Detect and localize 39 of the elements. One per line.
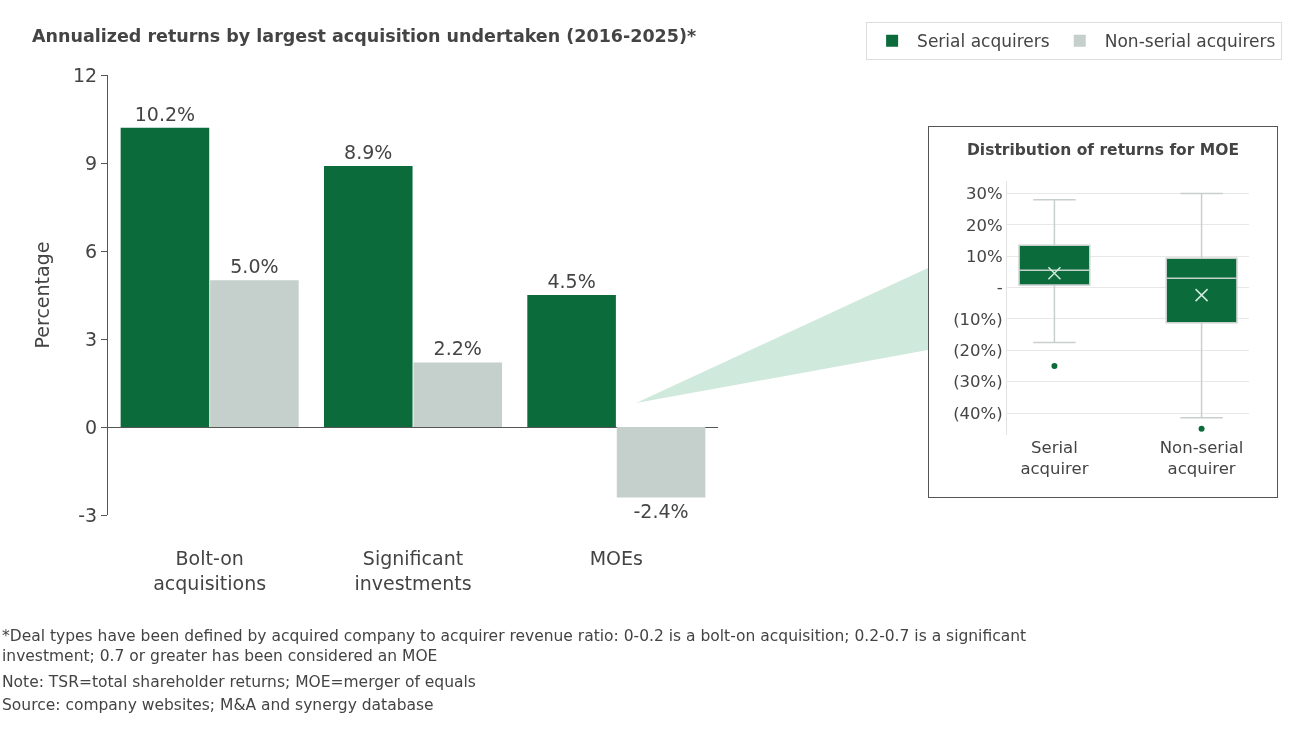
y-tick-label: 30% (966, 184, 1003, 204)
data-label: 5.0% (230, 255, 279, 278)
x-tick-label: Bolt-on acquisitions (153, 547, 267, 594)
data-label: 10.2% (134, 102, 196, 125)
bar (616, 427, 706, 498)
y-tick-label: (10%) (953, 309, 1003, 329)
bar (120, 127, 210, 427)
y-tick-label: 0 (85, 415, 98, 438)
y-tick-label: 20% (966, 215, 1003, 235)
bar (210, 280, 299, 427)
chart-title: Annualized returns by largest acquisition undertaken (2016-2025)* (32, 25, 697, 46)
x-tick-label: Serial acquirer (1020, 437, 1089, 478)
y-axis-title: Percentage (30, 241, 53, 349)
data-label: -2.4% (633, 500, 689, 523)
source-note: Source: company websites; M&A and synergy database (2, 696, 434, 714)
y-tick-label: 3 (85, 327, 98, 350)
y-tick-label: 12 (73, 63, 98, 86)
data-label: 8.9% (344, 140, 393, 163)
data-label: 4.5% (547, 270, 596, 292)
x-tick-label: Non-serial acquirer (1159, 437, 1244, 478)
y-tick-label: - (996, 278, 1003, 298)
y-tick-label: (40%) (953, 403, 1003, 423)
data-label: 2.2% (433, 337, 482, 360)
y-tick-label: 10% (966, 247, 1003, 267)
y-tick-label: (30%) (953, 372, 1003, 392)
text: Note: TSR=total shareholder returns; MOE=merger of equals (2, 673, 476, 691)
legend-label: Non-serial acquirers (1104, 31, 1276, 52)
bar (527, 295, 616, 427)
y-tick-label: (20%) (953, 341, 1003, 361)
text: *Deal types have been defined by acquired company to acquirer revenue ratio: 0-0.2 is a bolt-on acquisition; 0.2-0.7 is a significant investment; 0.7 or greater has been considered an MOE (2, 627, 1027, 666)
chart-title: Distribution of returns for MOE (966, 140, 1240, 159)
legend-label: Serial acquirers (917, 31, 1050, 52)
x-tick-label: MOEs (589, 547, 643, 569)
x-tick-label: Significant investments (354, 547, 472, 594)
bar (413, 362, 503, 427)
bar (323, 165, 413, 427)
y-tick-label: 9 (85, 151, 98, 174)
y-tick-label: -3 (78, 503, 98, 526)
y-tick-label: 6 (85, 239, 98, 262)
